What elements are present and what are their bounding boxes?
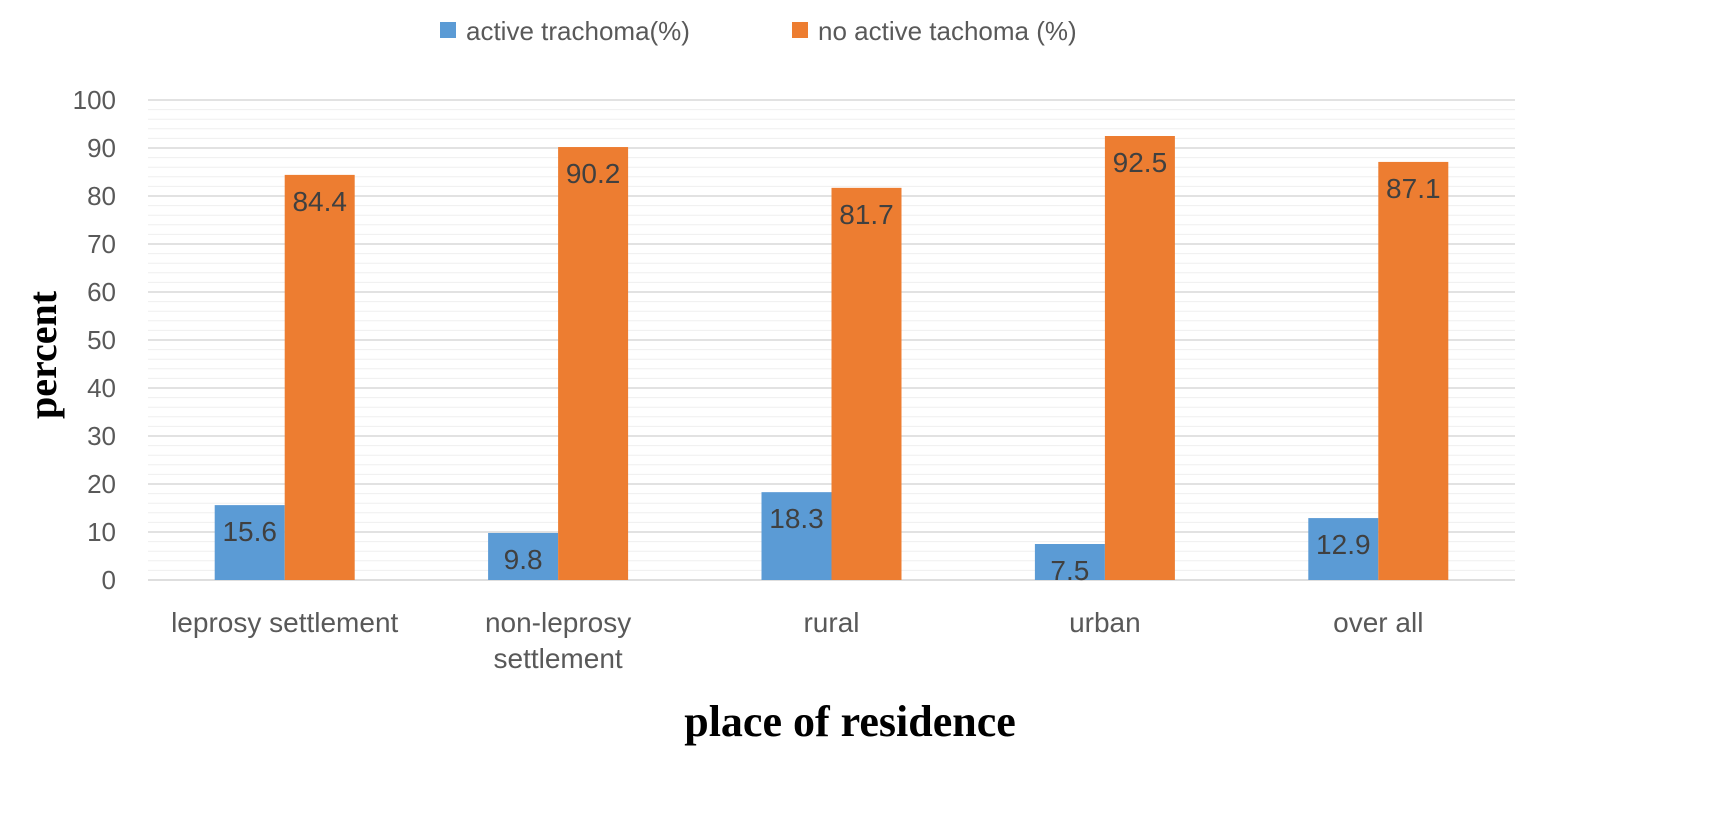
- bar-active: [761, 492, 832, 580]
- data-label: 92.5: [1113, 147, 1168, 178]
- data-labels: 15.6 9.8 18.3 7.5 12.9 84.4 90.2 81.7 92.5 87.1: [222, 147, 1440, 586]
- bar-no-active: [1378, 161, 1449, 581]
- category-label: leprosy settlement: [171, 607, 398, 638]
- legend-label: no active tachoma (%): [818, 16, 1077, 46]
- bar-active: [1034, 544, 1105, 580]
- category-label: non-leprosy settlement: [485, 607, 631, 674]
- y-tick-label: 70: [87, 229, 116, 259]
- y-tick-label: 20: [87, 469, 116, 499]
- legend-swatch: [440, 22, 456, 38]
- data-label: 18.3: [769, 503, 824, 534]
- y-tick-label: 60: [87, 277, 116, 307]
- category-label: urban: [1069, 607, 1141, 638]
- data-label: 90.2: [566, 158, 621, 189]
- data-label: 7.5: [1050, 555, 1089, 586]
- category-label: over all: [1333, 607, 1423, 638]
- bar-active: [488, 532, 559, 580]
- y-axis-ticks: 0 10 20 30 40 50 60 70 80 90 100: [73, 85, 116, 595]
- category-label: rural: [803, 607, 859, 638]
- y-tick-label: 100: [73, 85, 116, 115]
- data-label: 81.7: [839, 199, 894, 230]
- x-axis-categories: leprosy settlement non-leprosy settlement r…: [171, 607, 1423, 674]
- x-axis-title: place of residence: [684, 697, 1016, 746]
- data-label: 12.9: [1316, 529, 1371, 560]
- data-label: 15.6: [222, 516, 277, 547]
- bar-no-active: [284, 174, 355, 580]
- bars: [214, 136, 1449, 581]
- bar-active: [1308, 518, 1379, 580]
- bar-no-active: [558, 147, 629, 581]
- y-tick-label: 90: [87, 133, 116, 163]
- data-label: 84.4: [292, 186, 347, 217]
- data-label: 87.1: [1386, 173, 1441, 204]
- y-tick-label: 0: [102, 565, 116, 595]
- y-tick-label: 30: [87, 421, 116, 451]
- bar-no-active: [831, 187, 902, 580]
- y-tick-label: 80: [87, 181, 116, 211]
- y-tick-label: 10: [87, 517, 116, 547]
- legend-swatch: [792, 22, 808, 38]
- y-axis-title: percent: [20, 290, 65, 419]
- bar-active: [214, 505, 285, 580]
- legend: active trachoma(%) no active tachoma (%): [440, 16, 1077, 46]
- legend-label: active trachoma(%): [466, 16, 690, 46]
- data-label: 9.8: [504, 544, 543, 575]
- bar-no-active: [1104, 136, 1175, 580]
- y-tick-label: 50: [87, 325, 116, 355]
- y-tick-label: 40: [87, 373, 116, 403]
